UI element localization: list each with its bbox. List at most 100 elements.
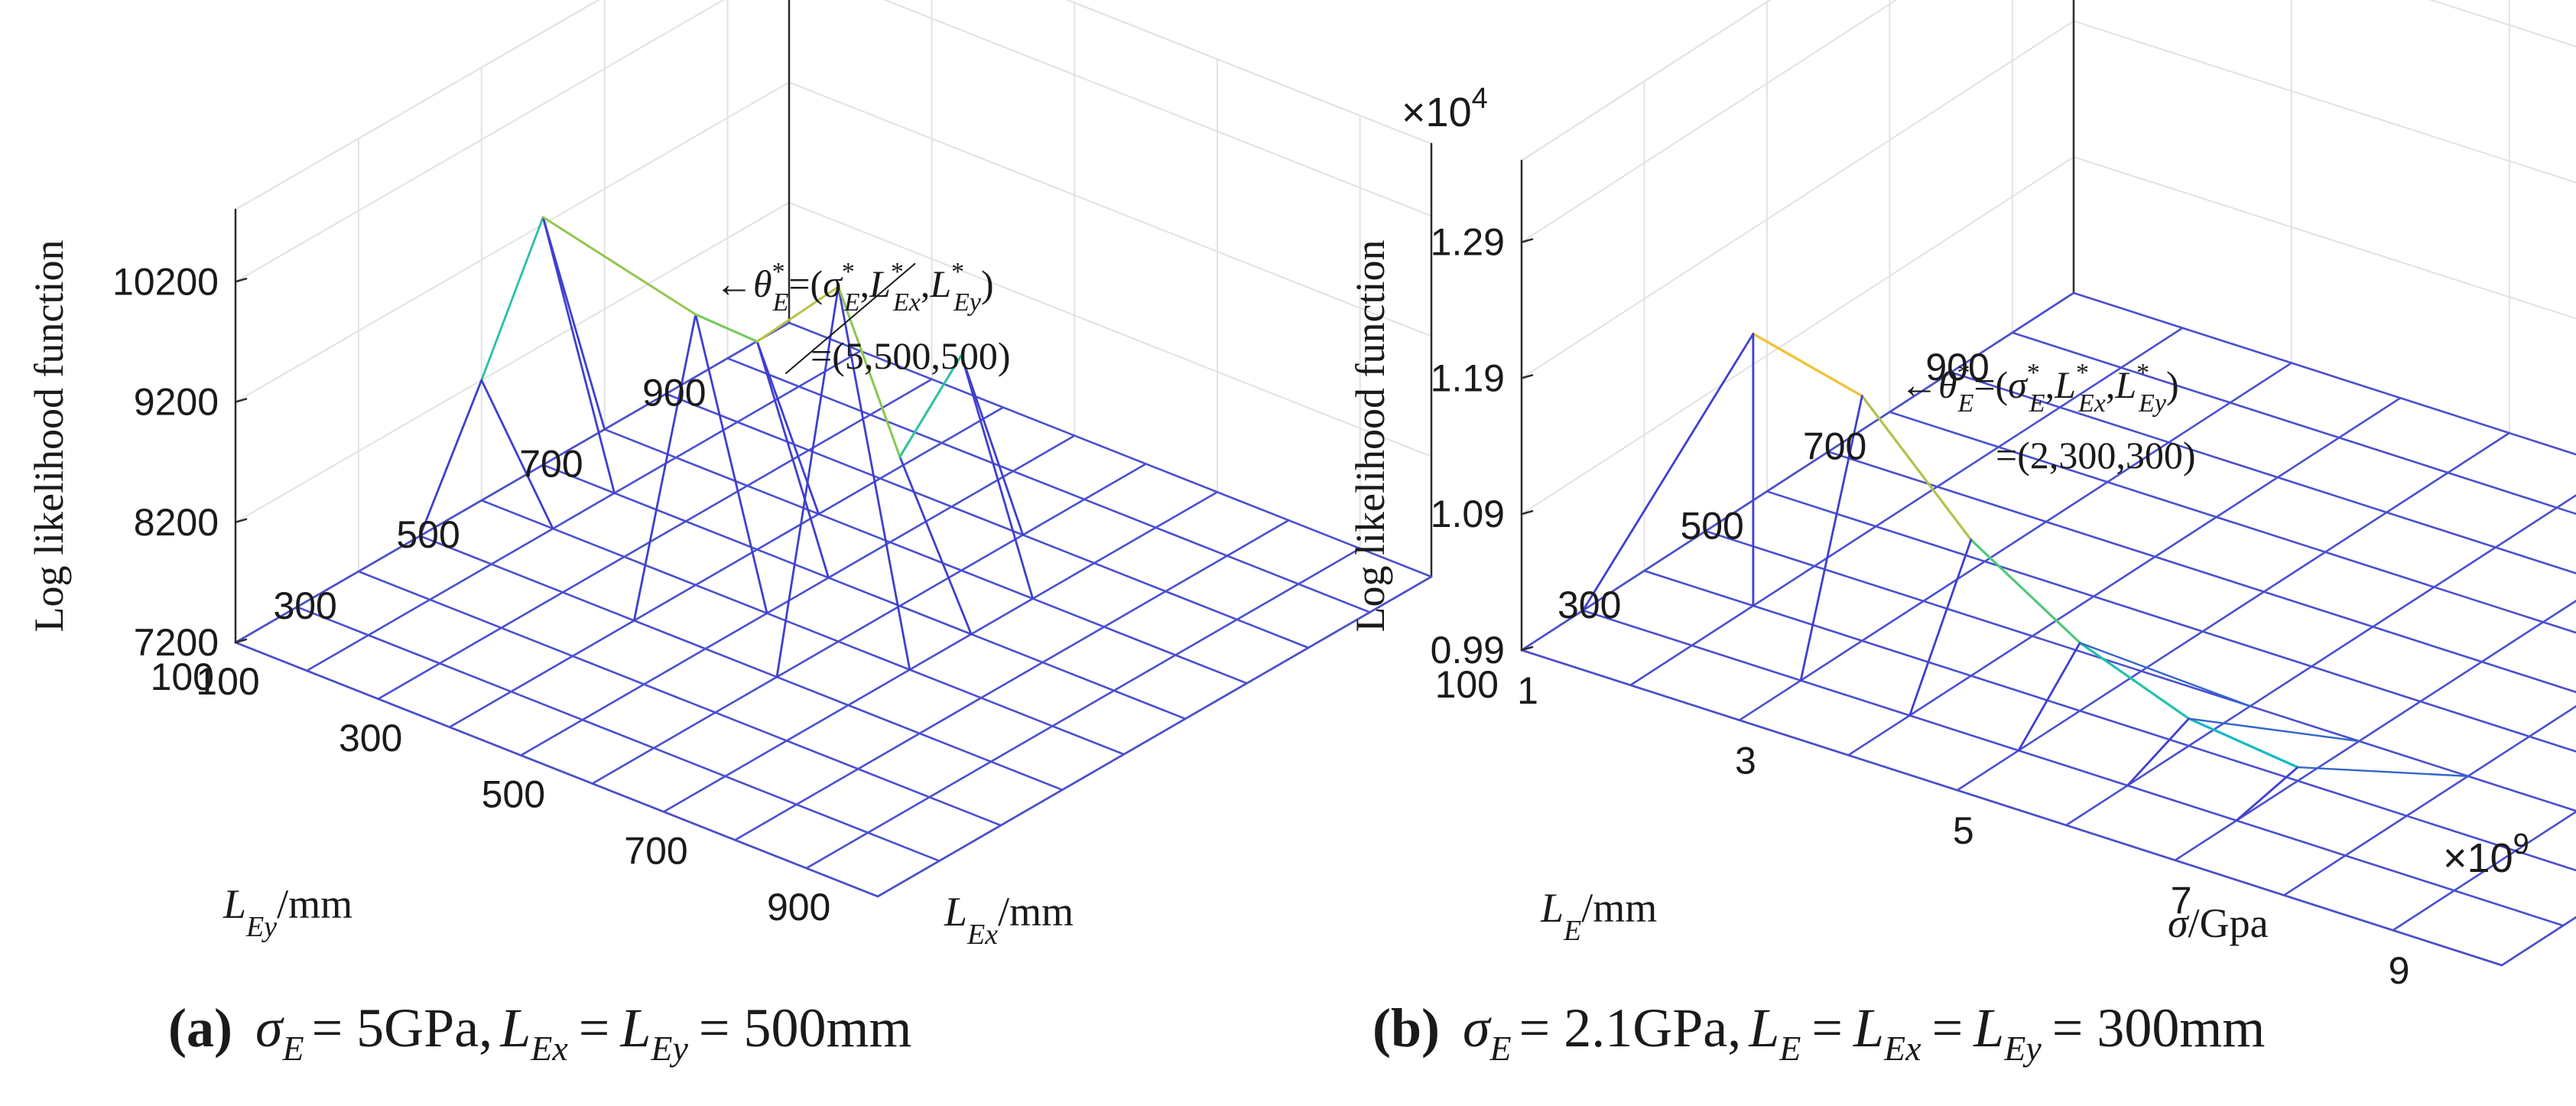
panel-a-mesh-yline (788, 321, 1433, 578)
panel-b-mesh-yline (1950, 371, 2576, 574)
panel-b-ygrid-floor (1889, 411, 2576, 634)
panel-b-mesh-xline (1520, 291, 2075, 652)
panel-a-zgrid-back (788, 201, 1432, 457)
ridge-3-drop (837, 285, 911, 671)
panel-a-xtick-label: 100 (196, 660, 259, 703)
panel-a-caption: (a) σE = 5GPa, LEx = LEy = 500mm (168, 997, 912, 1068)
panel-a-xtick-label: 300 (339, 717, 402, 760)
panel-a-zgrid-back (788, 81, 1432, 337)
panel-b-mesh-yline (1520, 649, 2503, 967)
panel-b-zgrid-left (1521, 0, 1772, 161)
panel-a-ztick-label: 7200 (134, 621, 219, 664)
panel-b-ztick-label: 1.29 (1431, 221, 1505, 264)
ridge-2-segment (632, 313, 697, 622)
ridge-3-segment (775, 285, 840, 678)
panel-a-chart: 7200 8200 9200 10200 100 300 500 700 900 100 300 50… (112, 0, 1433, 929)
panel-b-surface-crest (2078, 641, 2191, 721)
panel-b-mesh-xline (1956, 431, 2511, 792)
panel-a-ztick-label: 10200 (112, 260, 219, 303)
panel-b-ytick-label: 900 (1925, 346, 1989, 389)
panel-a-surface-crest (836, 285, 901, 458)
panel-a-box-top-back (1065, 0, 1432, 145)
panel-b-x-multiplier: ×109 (2443, 828, 2529, 881)
panel-b-ytick-label: 100 (1435, 663, 1499, 706)
panel-b-xtick-label: 3 (1735, 740, 1756, 782)
ridge-3-segment (960, 353, 1025, 536)
panel-b-box-top-back (2074, 0, 2576, 119)
panel-b-zgrid-back (2073, 156, 2576, 320)
panel-b-surface-fold (1908, 538, 1973, 717)
panel-a-mesh-xline (448, 406, 1005, 728)
panel-b-ytick-label: 300 (1558, 584, 1621, 626)
panel-a-zgrid-left (235, 0, 600, 210)
panel-a-xtick-label: 500 (482, 773, 545, 816)
panel-a-ztick-mark (234, 638, 248, 644)
panel-a-mesh-yline (541, 464, 1187, 721)
panel-b-ytick-label: 500 (1680, 504, 1743, 547)
panel-a-annotation-line1: ←θ* E=(σ* E,L* Ex,L* Ey) (715, 258, 994, 317)
panel-b-y-axis-label: LE/mm (1540, 885, 1657, 947)
panel-b-mesh-xline (2282, 704, 2576, 896)
panel-b-surface-fold (2126, 717, 2191, 787)
panel-b-xtick-label: 7 (2171, 880, 2192, 922)
panel-a-zgrid-left (235, 81, 790, 403)
panel-b-surface-back-edge (2296, 766, 2469, 777)
panel-a-ztick-label: 8200 (134, 501, 219, 544)
ridge-2-drop (755, 340, 830, 579)
panel-a-mesh-yline (296, 606, 940, 862)
panel-a-y-axis-label: LEy/mm (223, 881, 352, 943)
panel-b-surface-fold (1799, 395, 1863, 682)
panel-a-mesh-xline (377, 378, 933, 701)
panel-b-zgrid-back (2073, 20, 2576, 184)
panel-b-surface-back-edge (2079, 642, 2252, 708)
panel-a-mesh-xline (591, 463, 1147, 785)
ridge-1-segment (480, 216, 544, 382)
panel-b-x-end-line (2500, 916, 2576, 967)
panel-b-z-axis-label: Log likelihood function (1347, 240, 1393, 633)
panel-a-mesh-yline (664, 392, 1310, 649)
panel-b-surface-fold (2235, 766, 2299, 822)
panel-a-xtick-label: 700 (624, 829, 687, 872)
panel-b-ztick-mark (1520, 374, 1534, 379)
panel-a-box-top-left (235, 0, 600, 210)
panel-a-ztick-label: 9200 (134, 381, 219, 424)
panel-b-mesh-yline (1704, 530, 2576, 812)
panel-a-annotation-leader (785, 262, 916, 374)
panel-b-chart: 0.99 1.09 1.19 1.29 1 3 5 7 9 100 300 500 700 900 (1431, 0, 2576, 992)
panel-a-mesh-xline (306, 350, 862, 672)
panel-a-mesh-xline (662, 491, 1219, 813)
panel-a-ztick-mark (234, 278, 248, 283)
panel-b-mesh-yline (1889, 411, 2576, 634)
panel-b-ztick-label: 0.99 (1431, 629, 1505, 672)
panel-a-ytick-label: 700 (519, 442, 583, 485)
panel-b-caption: (b) σE = 2.1GPa, LE = LEx = LEy = 300mm (1372, 997, 2265, 1068)
panel-a-xtick-label: 900 (767, 886, 830, 929)
panel-a-mesh-yline (726, 357, 1371, 613)
panel-b-surface-crest (1970, 538, 2081, 645)
panel-b-mesh-xline (2174, 599, 2576, 861)
panel-b-ztick-label: 1.09 (1431, 493, 1505, 535)
panel-a-annotation-line2: =(5,500,500) (810, 334, 1011, 377)
panel-b-mesh-yline (1581, 609, 2565, 927)
panel-b-xtick-label: 1 (1517, 669, 1538, 712)
panel-a-mesh-yline (234, 641, 879, 898)
panel-b-box-top-left (1521, 0, 1772, 161)
panel-b-ztick-mark (1520, 238, 1534, 243)
ridge-2-drop (694, 313, 768, 615)
panel-b-annotation-line1: ←θ* E=(σ* E,L* Ex,L* Ey) (1900, 359, 2179, 418)
ridge-1-drop (541, 216, 616, 495)
panel-a-mesh-yline (480, 499, 1126, 756)
panel-a-surface-crest (755, 285, 840, 343)
panel-b-ztick-mark (1520, 646, 1534, 652)
panel-a-zgrid-left (235, 0, 725, 283)
panel-b-mesh-yline (1766, 490, 2576, 753)
panel-b-zgrid-left (1521, 156, 2074, 516)
panel-b-x-axis-label: σ/Gpa (2168, 900, 2269, 946)
panel-a-zgrid-left (235, 201, 790, 523)
panel-a-ytick-label: 900 (642, 371, 706, 414)
panel-b-mesh-xline (2500, 916, 2576, 967)
panel-b-mesh-xline (1738, 362, 2293, 721)
panel-b-surface-crest (1752, 332, 1863, 398)
panel-a-x-axis-label: LEx/mm (944, 889, 1074, 951)
